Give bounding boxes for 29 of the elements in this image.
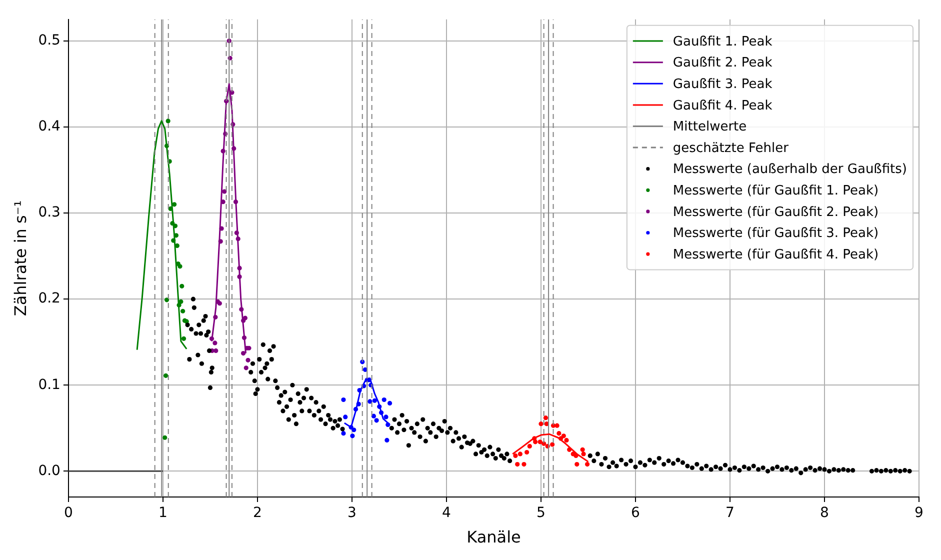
legend-label: Messwerte (für Gaußfit 4. Peak) (672, 247, 879, 262)
x-tick-label: 2 (253, 505, 262, 522)
legend-label: Messwerte (für Gaußfit 1. Peak) (672, 184, 879, 199)
y-tick-label: 0.2 (38, 290, 60, 307)
y-tick-label: 0.0 (38, 462, 60, 479)
legend-label: geschätzte Fehler (672, 140, 790, 156)
x-tick-label: 3 (348, 505, 356, 522)
y-axis-title: Zählrate in s⁻¹ (10, 200, 30, 316)
x-tick-label: 5 (536, 505, 546, 522)
x-tick-label: 1 (158, 505, 168, 522)
x-tick-label: 9 (914, 505, 924, 522)
x-tick-label: 4 (442, 505, 452, 522)
x-tick-label: 6 (631, 505, 640, 522)
x-tick-label: 8 (820, 505, 829, 522)
x-tick-label: 7 (726, 505, 734, 522)
legend-label: Messwerte (für Gaußfit 3. Peak) (672, 226, 879, 242)
legend-label: Gaußfit 1. Peak (672, 34, 773, 50)
legend-label: Gaußfit 2. Peak (672, 56, 773, 71)
y-tick-label: 0.4 (38, 118, 61, 135)
x-axis-title: Kanäle (466, 528, 521, 547)
y-tick-label: 0.1 (38, 376, 60, 393)
y-tick-label: 0.3 (38, 204, 60, 221)
legend-label: Messwerte (für Gaußfit 2. Peak) (672, 204, 879, 220)
legend-label: Gaußfit 4. Peak (672, 98, 773, 114)
legend-label: Messwerte (außerhalb der Gaußfits) (672, 162, 908, 178)
x-tick-label: 0 (64, 505, 73, 522)
legend-label: Mittelwerte (672, 120, 747, 135)
y-tick-label: 0.5 (38, 32, 60, 49)
legend-label: Gaußfit 3. Peak (672, 77, 773, 92)
